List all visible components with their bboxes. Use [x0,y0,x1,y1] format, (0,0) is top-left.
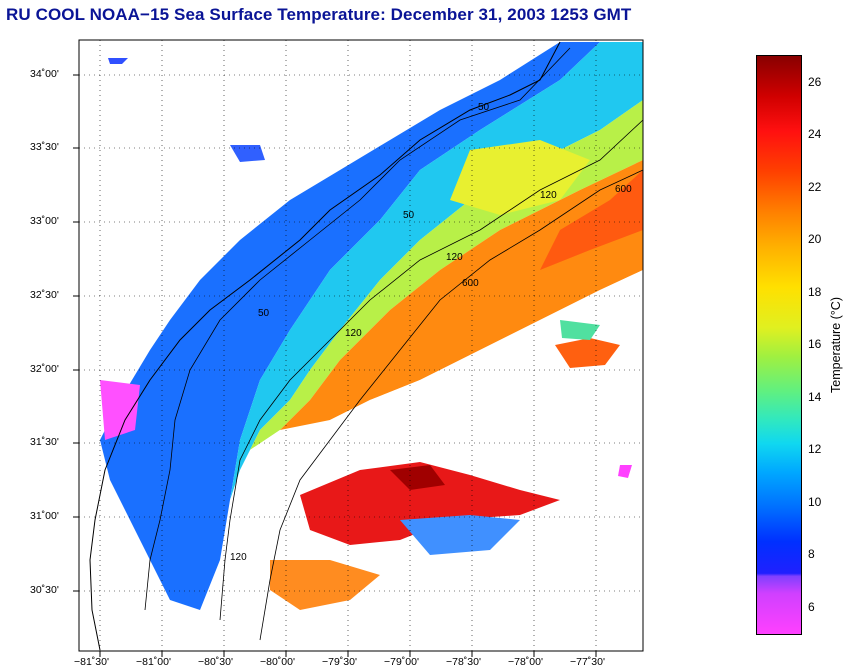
lat-label-31-30: 31˚30' [30,436,59,448]
colorbar-tick-12: 12 [808,442,822,456]
contour-50-line [144,47,571,611]
lat-label-31-00: 31˚00' [30,510,59,522]
lon-label-80-00: −80˚00' [260,656,295,668]
gulf-stream-warm [280,160,643,440]
contour-label-120: 120 [540,190,557,201]
colorbar-tick-6: 6 [808,600,815,614]
map-title: RU COOL NOAA−15 Sea Surface Temperature:… [6,5,632,24]
lon-label-78-30: −78˚30' [446,656,481,668]
blue-eddy-patch [400,515,520,555]
graticule [79,40,643,651]
lon-label-80-30: −80˚30' [198,656,233,668]
contour-label-120-d: 120 [230,552,247,563]
contour-label-600: 600 [462,278,479,289]
warm-eddy-patch [555,338,620,368]
magenta-speck [618,465,632,478]
colorbar-tick-24: 24 [808,127,822,141]
contour-600-line [259,169,644,641]
inland-water-2 [108,58,128,64]
contour-label-120-c: 120 [446,252,463,263]
yellow-patch [450,140,590,215]
inland-water-1 [230,145,265,162]
lat-label-33-00: 33˚00' [30,215,59,227]
contour-label-600-b: 600 [615,184,632,195]
lat-label-32-00: 32˚00' [30,363,59,375]
south-orange-patch [270,560,380,610]
green-eddy-patch [560,320,600,340]
colorbar-tick-10: 10 [808,495,822,509]
lon-label-81-00: −81˚00' [136,656,171,668]
lon-label-78-00: −78˚00' [508,656,543,668]
lon-label-77-30: −77˚30' [570,656,605,668]
hot-core [540,170,643,270]
coastal-magenta [100,380,140,440]
lat-label-34-00: 34˚00' [30,68,59,80]
colorbar-tick-8: 8 [808,547,815,561]
southern-hot-patch [300,462,560,545]
lon-label-81-30: −81˚30' [74,656,109,668]
temperature-colorbar [756,55,802,635]
contour-label-120-b: 120 [345,328,362,339]
lat-label-32-30: 32˚30' [30,289,59,301]
lon-label-79-30: −79˚30' [322,656,357,668]
lat-label-33-30: 33˚30' [30,141,59,153]
lon-label-79-00: −79˚00' [384,656,419,668]
colorbar-title: Temperature (°C) [829,297,843,393]
coastal-cold-zone [100,42,600,610]
southern-hot-core [390,465,445,490]
colorbar-tick-16: 16 [808,337,822,351]
lat-label-30-30: 30˚30' [30,584,59,596]
contour-120-line [219,119,644,621]
colorbar-tick-26: 26 [808,75,822,89]
colorbar-tick-18: 18 [808,285,822,299]
axis-ticks [73,74,597,657]
contour-label-50-c: 50 [258,308,270,319]
contour-label-50: 50 [478,102,490,113]
colorbar-tick-20: 20 [808,232,822,246]
colorbar-tick-14: 14 [808,390,822,404]
colorbar-tick-22: 22 [808,180,822,194]
map-frame-border [78,39,644,652]
contour-label-50-b: 50 [403,210,415,221]
coastline [89,41,561,651]
